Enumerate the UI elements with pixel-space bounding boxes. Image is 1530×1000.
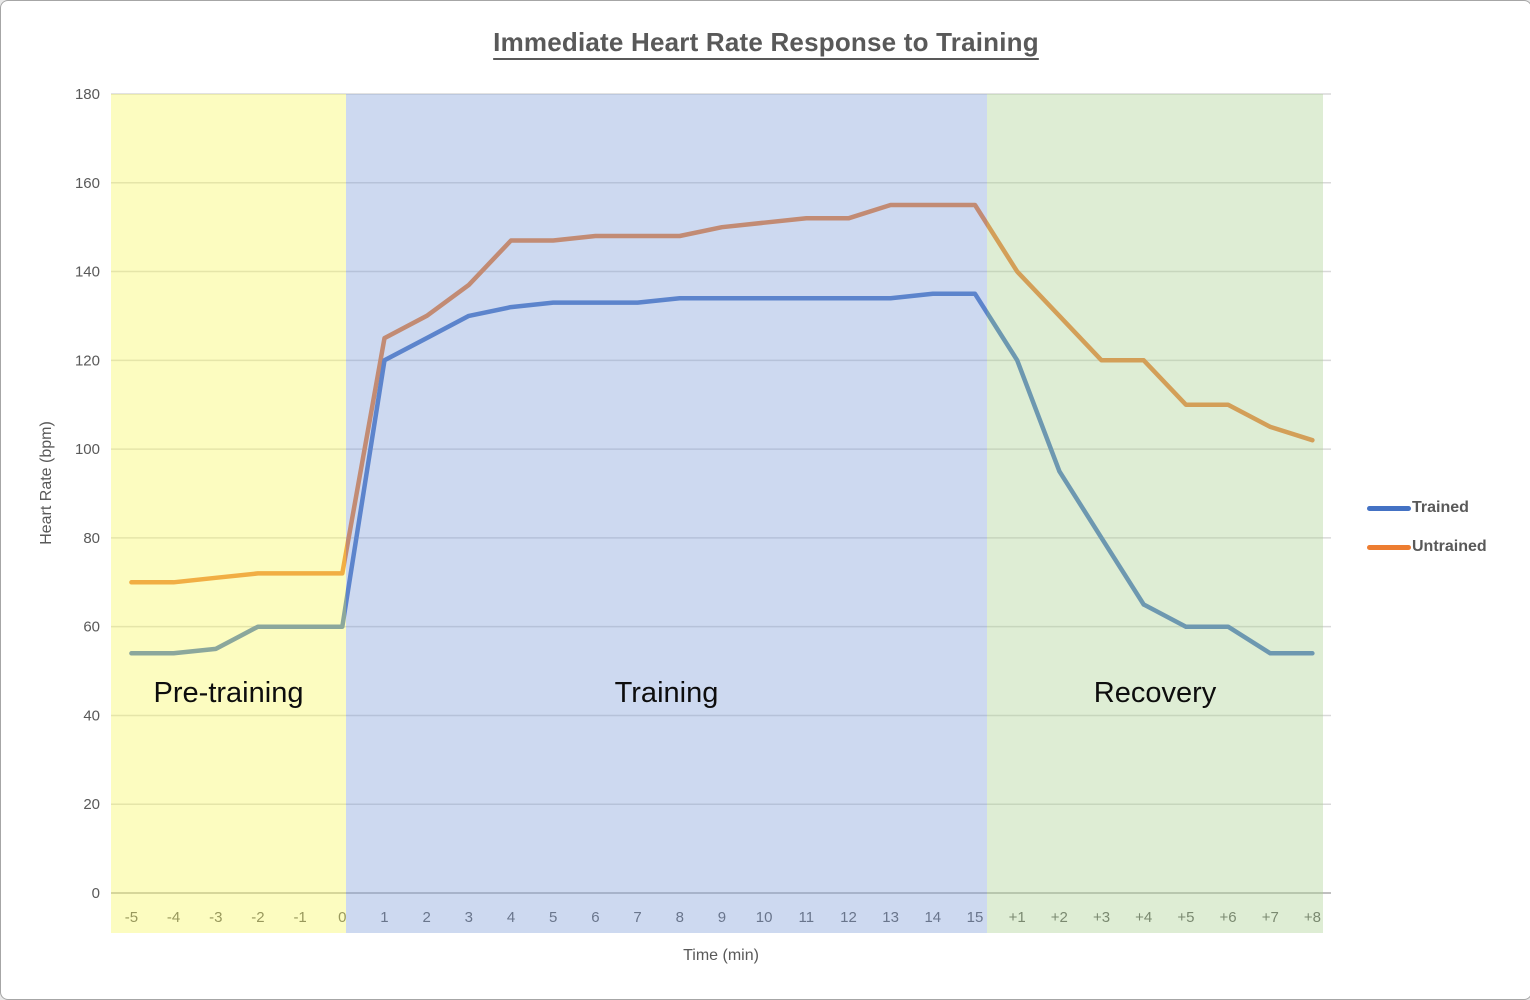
region-label-recovery: Recovery [1094, 677, 1217, 709]
x-tick-label: 13 [882, 909, 899, 926]
y-tick-label: 0 [92, 885, 100, 902]
region-band-training [346, 94, 987, 933]
x-tick-label: 2 [422, 909, 430, 926]
legend-label-untrained: Untrained [1412, 538, 1487, 555]
y-tick-label: 40 [83, 707, 100, 724]
x-tick-label: +4 [1135, 909, 1152, 926]
x-tick-label: +1 [1009, 909, 1026, 926]
y-tick-label: 20 [83, 796, 100, 813]
x-tick-label: -4 [167, 909, 180, 926]
x-axis-title: Time (min) [683, 947, 759, 964]
x-tick-label: 9 [718, 909, 726, 926]
x-tick-label: +7 [1262, 909, 1279, 926]
x-tick-label: 7 [633, 909, 641, 926]
series-line-untrained [129, 202, 1315, 585]
trained-line-swatch [1367, 505, 1411, 511]
untrained-line-swatch [1367, 544, 1411, 550]
x-tick-label: +3 [1093, 909, 1110, 926]
x-tick-label: 15 [967, 909, 984, 926]
legend-item-untrained: Untrained [1367, 537, 1487, 557]
legend-item-trained: Trained [1367, 498, 1487, 518]
x-tick-label: 10 [756, 909, 773, 926]
x-tick-label: 0 [338, 909, 346, 926]
legend: Trained Untrained [1367, 498, 1487, 576]
x-tick-label: 11 [798, 909, 814, 926]
x-tick-label: +8 [1304, 909, 1321, 926]
region-band-pre-training [111, 94, 346, 933]
region-label-pre-training: Pre-training [154, 677, 304, 709]
x-tick-label: -3 [209, 909, 222, 926]
x-tick-label: 5 [549, 909, 557, 926]
x-tick-label: 3 [465, 909, 473, 926]
x-tick-label: +2 [1051, 909, 1068, 926]
chart-title: Immediate Heart Rate Response to Trainin… [493, 27, 1039, 57]
x-tick-label: -1 [293, 909, 306, 926]
x-tick-label: 8 [676, 909, 684, 926]
y-tick-label: 100 [75, 441, 100, 458]
x-tick-label: -2 [251, 909, 264, 926]
series-line-trained [129, 291, 1315, 656]
x-tick-label: 6 [591, 909, 599, 926]
x-tick-label: +5 [1177, 909, 1194, 926]
y-tick-label: 60 [83, 619, 100, 636]
x-tick-label: +6 [1220, 909, 1237, 926]
y-tick-label: 180 [75, 86, 100, 103]
y-axis-title: Heart Rate (bpm) [38, 421, 55, 545]
x-tick-label: 4 [507, 909, 515, 926]
x-tick-label: 1 [380, 909, 388, 926]
x-tick-label: 12 [840, 909, 857, 926]
y-tick-label: 80 [83, 530, 100, 547]
region-label-training: Training [615, 677, 719, 709]
x-tick-label: 14 [924, 909, 941, 926]
region-band-recovery [987, 94, 1323, 933]
y-tick-label: 160 [75, 175, 100, 192]
x-tick-label: -5 [125, 909, 138, 926]
legend-label-trained: Trained [1412, 499, 1469, 516]
y-tick-label: 120 [75, 352, 100, 369]
y-tick-label: 140 [75, 264, 100, 281]
